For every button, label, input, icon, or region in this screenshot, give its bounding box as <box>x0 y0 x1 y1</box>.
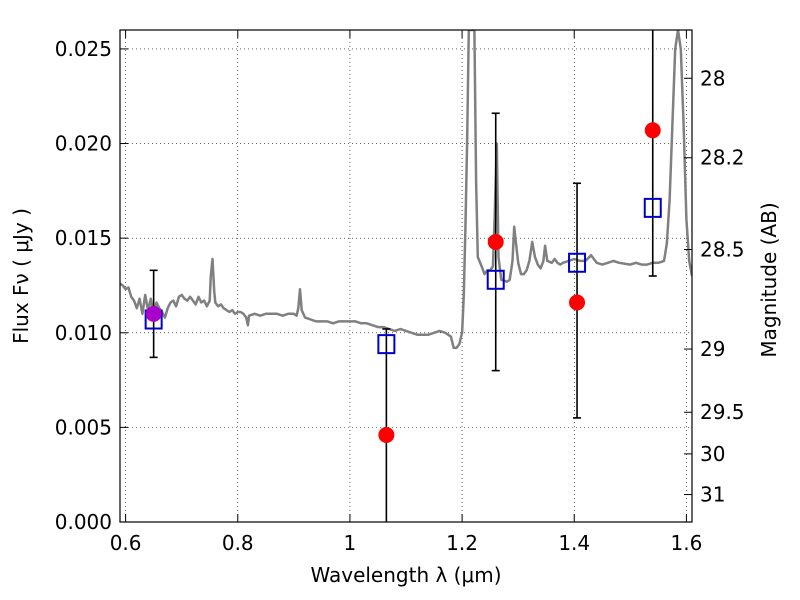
observed-point <box>378 426 395 443</box>
y2-tick-label: 29 <box>700 337 725 361</box>
y2-tick-label: 31 <box>700 483 725 507</box>
observed-point <box>569 294 586 311</box>
grid-lines <box>120 30 692 522</box>
spectrum-series <box>120 30 692 350</box>
y-tick-label: 0.010 <box>55 321 112 345</box>
y2-tick-label: 30 <box>700 442 725 466</box>
spectrum-line <box>120 30 692 350</box>
observed-point <box>145 305 162 322</box>
y-tick-label: 0.015 <box>55 226 112 250</box>
observed-points <box>145 122 661 443</box>
error-bars <box>149 30 657 522</box>
x-tick-label: 0.6 <box>110 531 142 555</box>
x-tick-label: 1.4 <box>558 531 590 555</box>
observed-point <box>644 122 661 139</box>
y-tick-label: 0.025 <box>55 37 112 61</box>
model-point <box>486 269 505 290</box>
y2-tick-label: 28 <box>700 66 725 90</box>
model-point <box>568 252 587 273</box>
y2-tick-label: 29.5 <box>700 400 745 424</box>
y2-tick-label: 28.5 <box>700 238 745 262</box>
model-point <box>377 334 396 355</box>
x-tick-label: 1.6 <box>670 531 702 555</box>
x-tick-label: 1.2 <box>446 531 478 555</box>
x-tick-label: 0.8 <box>222 531 254 555</box>
y-tick-label: 0.005 <box>55 415 112 439</box>
y2-tick-label: 28.2 <box>700 146 745 170</box>
plot-frame <box>119 29 693 523</box>
y2-axis-label: Magnitude (AB) <box>757 202 781 357</box>
y-tick-label: 0.000 <box>55 510 112 534</box>
x-tick-label: 1 <box>344 531 357 555</box>
observed-point <box>487 233 504 250</box>
x-axis-label: Wavelength λ (μm) <box>310 563 501 587</box>
axis-ticks: 0.6 0.8 1 1.2 1.4 1.6 0.000 0.005 0.010 0.015 0.02… <box>55 30 745 555</box>
y-tick-label: 0.020 <box>55 132 112 156</box>
y-axis-label: Flux Fν ( μJy ) <box>9 208 33 344</box>
model-point <box>643 197 662 218</box>
